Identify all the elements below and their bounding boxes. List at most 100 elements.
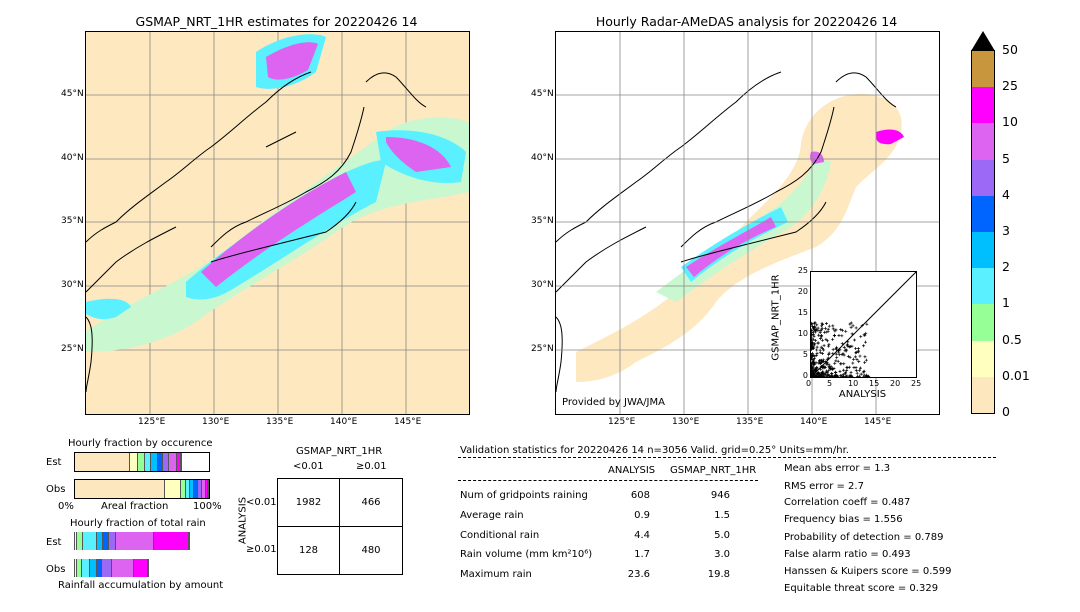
stacked-bar-segment	[176, 453, 181, 471]
scatter-point	[819, 337, 823, 341]
scatter-point	[827, 343, 831, 347]
stats-score: Hanssen & Kuipers score = 0.599	[784, 566, 952, 577]
contingency-cell: 1982	[295, 497, 322, 508]
scatter-point	[834, 352, 838, 356]
scatter-point	[841, 368, 845, 372]
stacked-bar-segment	[163, 453, 169, 471]
scatter-point	[817, 361, 821, 365]
scatter-point	[809, 346, 813, 350]
scatter-point	[854, 326, 858, 330]
right-coastline	[556, 71, 897, 393]
scatter-point	[824, 362, 828, 366]
scatter-point	[862, 344, 866, 348]
scatter-point	[824, 337, 828, 341]
colorbar-extend-arrow	[971, 31, 995, 51]
scatter-point	[849, 370, 853, 374]
occurrence-tick-100: 100%	[193, 501, 222, 512]
scatter-point	[855, 357, 859, 361]
stats-row-label: Maximum rain	[460, 569, 532, 580]
right-lon-label: 140°E	[800, 417, 828, 427]
stacked-bar-segment	[96, 532, 104, 550]
scatter-xtick: 0	[806, 379, 812, 388]
scatter-point	[838, 348, 842, 352]
stacked-bar-segment	[75, 532, 77, 550]
scatter-ytick: 10	[797, 329, 808, 338]
stats-row-label: Conditional rain	[460, 530, 540, 541]
stacked-bar-segment	[158, 453, 164, 471]
stats-score: RMS error = 2.7	[784, 481, 864, 492]
scatter-point	[854, 347, 858, 351]
scatter-point	[826, 370, 830, 374]
scatter-point	[846, 340, 850, 344]
total-rain-est-label: Est	[46, 537, 62, 548]
scatter-point	[849, 325, 853, 329]
stats-row-gsmap: 5.0	[714, 530, 730, 541]
stats-score: Correlation coeff = 0.487	[784, 497, 911, 508]
stacked-bar-segment	[206, 480, 208, 498]
scatter-point	[820, 346, 824, 350]
scatter-point	[842, 362, 846, 366]
stats-header-rule	[458, 457, 996, 458]
stacked-bar-segment	[180, 480, 187, 498]
scatter-point	[857, 368, 861, 372]
scatter-point	[820, 334, 824, 338]
scatter-plot	[809, 271, 917, 379]
occurrence-obs-bar	[74, 479, 210, 499]
scatter-point	[826, 373, 830, 377]
stats-col-gsmap: GSMAP_NRT_1HR	[670, 465, 757, 476]
left-lat-label: 40°N	[61, 153, 84, 163]
scatter-point	[815, 351, 819, 355]
scatter-ytick: 0	[802, 371, 808, 380]
left-lat-label: 25°N	[61, 344, 84, 354]
scatter-point	[829, 367, 833, 371]
scatter-point	[816, 341, 820, 345]
scatter-point	[819, 367, 823, 371]
scatter-point	[855, 371, 859, 375]
scatter-xticks: 0 5 10 15 20 25	[806, 379, 921, 389]
scatter-point	[847, 365, 851, 369]
scatter-point	[848, 322, 852, 326]
left-lat-label: 30°N	[61, 280, 84, 290]
left-map-title: GSMAP_NRT_1HR estimates for 20220426 14	[135, 14, 418, 29]
scatter-point	[844, 371, 848, 375]
stacked-bar-segment	[90, 559, 97, 577]
occurrence-title: Hourly fraction by occurence	[68, 438, 213, 449]
scatter-point	[812, 343, 816, 347]
stacked-bar-segment	[103, 532, 109, 550]
scatter-point	[836, 349, 840, 353]
colorbar-level-label: 1	[1002, 295, 1010, 311]
scatter-point	[811, 369, 815, 373]
scatter-svg	[809, 271, 917, 379]
stacked-bar-segment	[194, 480, 199, 498]
occurrence-xlabel: Areal fraction	[101, 501, 169, 512]
scatter-point	[836, 359, 840, 363]
scatter-point	[851, 361, 855, 365]
right-lon-label: 135°E	[736, 417, 764, 427]
scatter-point	[864, 331, 868, 335]
stacked-bar-segment	[108, 532, 116, 550]
scatter-point	[830, 374, 834, 378]
scatter-point	[841, 328, 845, 332]
scatter-point	[841, 373, 845, 377]
stats-score: Frequency bias = 1.556	[784, 514, 903, 525]
stacked-bar-segment	[154, 532, 190, 550]
scatter-point	[831, 337, 835, 341]
colorbar-level-label: 2	[1002, 259, 1010, 275]
scatter-point	[842, 353, 846, 357]
scatter-point	[821, 351, 825, 355]
occurrence-est-label: Est	[46, 457, 62, 468]
scatter-point	[823, 326, 827, 330]
stacked-bar-segment	[74, 532, 76, 550]
colorbar-segment	[972, 304, 994, 341]
right-lon-label: 130°E	[672, 417, 700, 427]
scatter-point	[810, 324, 814, 328]
colorbar-segment	[972, 51, 994, 88]
scatter-point	[811, 361, 815, 365]
occurrence-tick-0: 0%	[58, 501, 74, 512]
scatter-point	[856, 347, 860, 351]
scatter-xtick: 10	[848, 379, 859, 388]
scatter-point	[844, 329, 848, 333]
stacked-bar-segment	[190, 480, 195, 498]
contingency-cell: 480	[361, 545, 381, 556]
scatter-point	[854, 369, 858, 373]
